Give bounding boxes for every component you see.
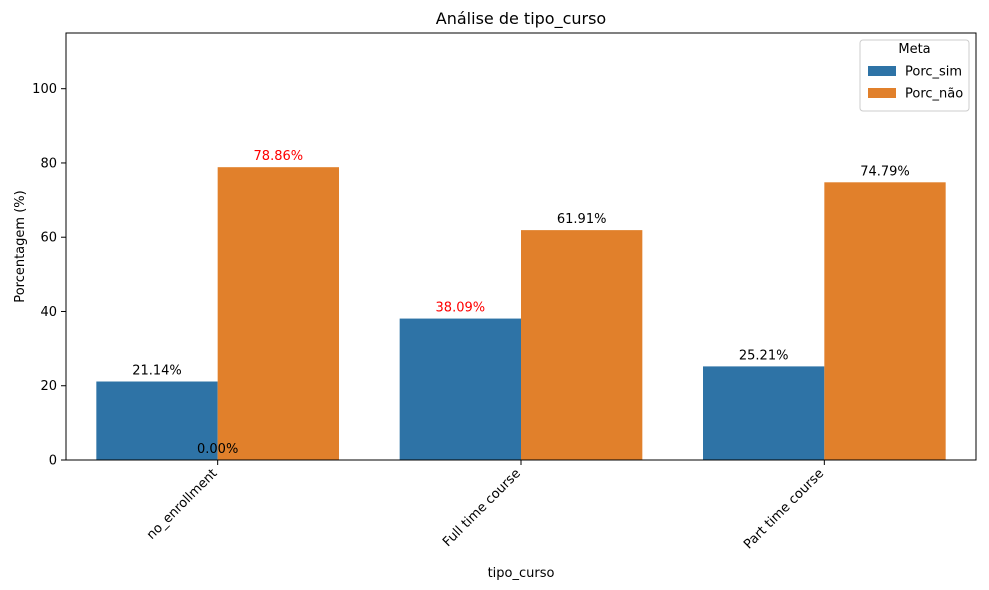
x-tick-label-0: no_enrollment: [144, 466, 220, 542]
legend-label-1: Porc_não: [905, 87, 963, 102]
y-axis-label: Porcentagem (%): [13, 190, 28, 302]
bar-0-0: [96, 381, 218, 460]
labels-layer: 21.14% 38.09% 25.21% 78.86% 61.91% 74.79% 0.00…: [132, 149, 910, 457]
bar-0-2: [703, 366, 825, 460]
y-tick-label-0: 0: [49, 454, 57, 469]
x-tick-label-2: Part time course: [741, 466, 827, 552]
x-axis-label: tipo_curso: [488, 566, 555, 581]
legend-title: Meta: [898, 42, 930, 57]
y-axis: 0 20 40 60 80 100: [32, 82, 66, 469]
y-tick-label-3: 60: [40, 231, 57, 246]
bar-1-2: [824, 182, 946, 460]
zero-value-label: 0.00%: [197, 442, 238, 457]
value-label-1-1: 61.91%: [557, 212, 607, 227]
x-axis: no_enrollment Full time course Part time c…: [144, 460, 827, 552]
legend-swatch-1: [868, 88, 896, 98]
bar-0-1: [399, 318, 521, 460]
legend-label-0: Porc_sim: [905, 65, 962, 80]
bars-layer: [96, 167, 946, 460]
y-tick-label-5: 100: [32, 82, 57, 97]
y-tick-label-4: 80: [40, 156, 57, 171]
chart-title: Análise de tipo_curso: [436, 9, 606, 29]
bar-1-0: [217, 167, 339, 460]
bar-1-1: [521, 230, 643, 460]
value-label-1-0: 78.86%: [254, 149, 304, 164]
y-tick-label-1: 20: [40, 379, 57, 394]
value-label-0-1: 38.09%: [436, 301, 486, 316]
x-tick-label-1: Full time course: [440, 466, 524, 550]
value-label-0-0: 21.14%: [132, 364, 182, 379]
value-label-1-2: 74.79%: [860, 164, 910, 179]
y-tick-label-2: 40: [40, 305, 57, 320]
legend: Meta Porc_sim Porc_não: [859, 39, 970, 112]
value-label-0-2: 25.21%: [739, 348, 789, 363]
legend-swatch-0: [868, 66, 896, 76]
